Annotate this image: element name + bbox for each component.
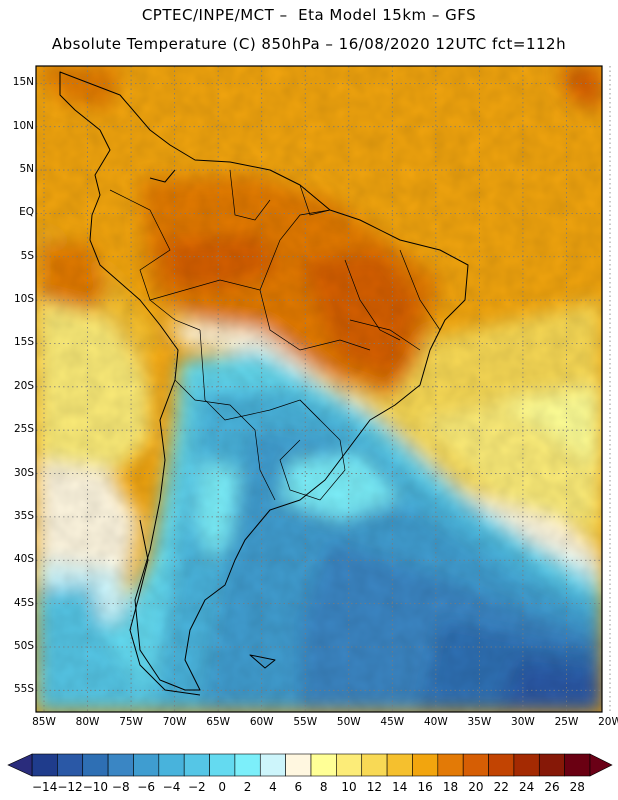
colorbar-label: 14 — [392, 780, 408, 794]
lat-label: 5S — [20, 249, 34, 262]
lat-label: EQ — [19, 206, 34, 219]
lon-label: 60W — [249, 716, 274, 728]
colorbar-label: −6 — [137, 780, 155, 794]
colorbar-segment — [31, 753, 58, 777]
lat-label: 20S — [13, 379, 34, 392]
colorbar-segment — [336, 753, 363, 777]
lat-label: 40S — [13, 553, 34, 566]
colorbar-label: −10 — [82, 780, 109, 794]
lon-label: 20W — [598, 716, 618, 728]
lon-label: 50W — [336, 716, 361, 728]
colorbar-segment — [564, 753, 591, 777]
colorbar-label: −2 — [188, 780, 206, 794]
lon-label: 30W — [511, 716, 535, 728]
colorbar-segment — [437, 753, 464, 777]
title-line-1: CPTEC/INPE/MCT – Eta Model 15km – GFS — [141, 6, 477, 24]
colorbar-segment — [285, 753, 312, 777]
colorbar-segment — [209, 753, 236, 777]
map-frame — [35, 65, 603, 713]
lon-label: 35W — [467, 716, 492, 728]
colorbar-over-arrow — [589, 753, 613, 777]
lat-label: 45S — [13, 596, 34, 609]
lon-label: 55W — [293, 716, 318, 728]
colorbar-segment — [310, 753, 337, 777]
colorbar-label: −12 — [57, 780, 83, 794]
colorbar-label: 28 — [569, 780, 585, 794]
country-borders — [109, 169, 441, 501]
lat-label: 10N — [12, 119, 34, 132]
title-line-2: Absolute Temperature (C) 850hPa – 16/08/… — [51, 35, 567, 53]
colorbar-segment — [259, 753, 286, 777]
colorbar-label: 22 — [493, 780, 509, 794]
colorbar-segment — [462, 753, 489, 777]
colorbar-label: −4 — [162, 780, 181, 794]
colorbar-segment — [513, 753, 540, 777]
lon-label: 85W — [32, 716, 56, 728]
colorbar-segment — [183, 753, 210, 777]
lat-label: 55S — [13, 683, 34, 696]
colorbar — [7, 753, 613, 777]
colorbar-label: 4 — [269, 780, 277, 794]
colorbar-label: 12 — [366, 780, 383, 794]
lat-label: 5N — [19, 163, 34, 176]
lat-label: 35S — [13, 509, 34, 522]
temperature-field — [36, 66, 602, 712]
lon-label: 65W — [206, 716, 231, 728]
lat-label: 25S — [13, 423, 34, 436]
colorbar-label: 24 — [518, 780, 535, 794]
lon-label: 70W — [162, 716, 187, 728]
colorbar-segment — [107, 753, 134, 777]
colorbar-label: −14 — [32, 780, 58, 794]
lat-label: 10S — [13, 293, 34, 306]
colorbar-under-arrow — [7, 753, 33, 777]
colorbar-label: 10 — [341, 780, 357, 794]
colorbar-label: 18 — [442, 780, 459, 794]
colorbar-label: 0 — [218, 780, 227, 794]
colorbar-segment — [488, 753, 515, 777]
lat-label: 50S — [13, 639, 34, 652]
colorbar-segment — [538, 753, 565, 777]
colorbar-label: −8 — [111, 780, 130, 794]
colorbar-segment — [386, 753, 413, 777]
colorbar-label: 20 — [468, 780, 484, 794]
colorbar-segment — [412, 753, 439, 777]
lat-label: 15S — [13, 336, 34, 349]
colorbar-label: 6 — [294, 780, 303, 794]
lat-label: 30S — [13, 466, 34, 479]
lon-label: 80W — [75, 716, 100, 728]
colorbar-segment — [57, 753, 84, 777]
colorbar-label: 8 — [319, 780, 328, 794]
colorbar-label: 16 — [417, 780, 433, 794]
lat-label: 15N — [12, 76, 34, 89]
colorbar-segment — [133, 753, 160, 777]
lon-label: 75W — [119, 716, 143, 728]
coastlines — [59, 71, 469, 696]
colorbar-segment — [361, 753, 388, 777]
lon-label: 45W — [380, 716, 405, 728]
colorbar-segment — [234, 753, 261, 777]
colorbar-label: 2 — [243, 780, 252, 794]
lon-label: 25W — [554, 716, 579, 728]
colorbar-label: 26 — [544, 780, 560, 794]
lon-label: 40W — [423, 716, 448, 728]
colorbar-segment — [82, 753, 109, 777]
colorbar-segment — [158, 753, 185, 777]
